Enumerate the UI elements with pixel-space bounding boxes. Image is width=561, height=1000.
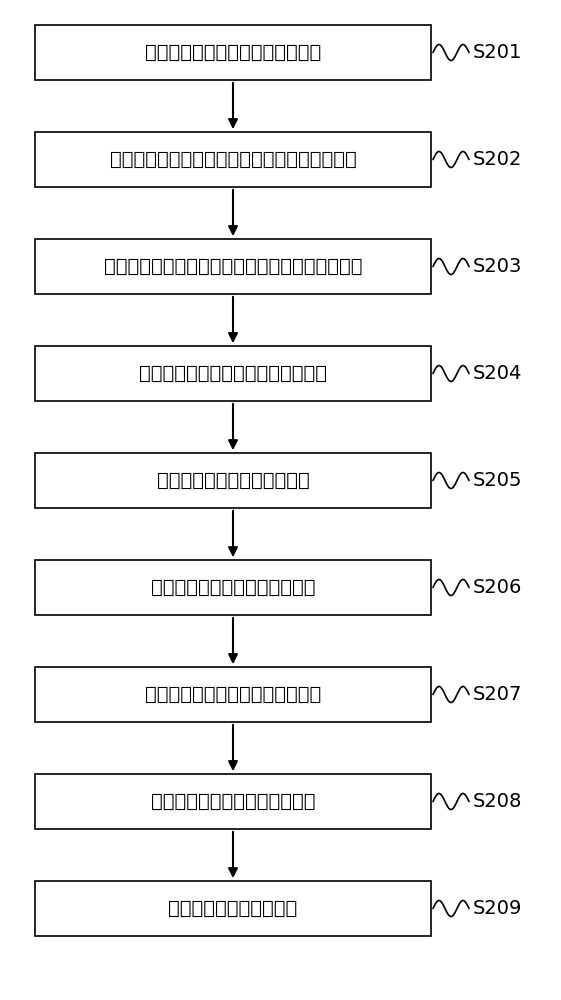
Text: 根据客户端的查询请求向客户端发送充电桩信息: 根据客户端的查询请求向客户端发送充电桩信息 (109, 150, 356, 169)
Text: S208: S208 (473, 792, 522, 811)
Text: 根据客户端的充电请求向充电桩平台发送充电信息: 根据客户端的充电请求向充电桩平台发送充电信息 (104, 257, 362, 276)
Bar (35, 881, 431, 936)
Text: 将充电过程数据发送到客户端: 将充电过程数据发送到客户端 (157, 471, 309, 490)
Text: 将停止充电请求发送到充电桩平台: 将停止充电请求发送到充电桩平台 (145, 685, 321, 704)
Bar (35, 132, 431, 187)
Text: S202: S202 (473, 150, 522, 169)
Bar (35, 346, 431, 401)
Text: S207: S207 (473, 685, 522, 704)
Text: 将充电订单发送到客户端: 将充电订单发送到客户端 (168, 899, 298, 918)
Text: S204: S204 (473, 364, 522, 383)
Text: 获取充电桩平台发送的充电订单: 获取充电桩平台发送的充电订单 (151, 792, 315, 811)
Bar (35, 774, 431, 829)
Bar (35, 453, 431, 508)
Bar (35, 239, 431, 294)
Text: S205: S205 (473, 471, 522, 490)
Text: 获取客户端发送的停止充电请求: 获取客户端发送的停止充电请求 (151, 578, 315, 597)
Bar (35, 667, 431, 722)
Text: S201: S201 (473, 43, 522, 62)
Bar (35, 560, 431, 615)
Text: S203: S203 (473, 257, 522, 276)
Text: S209: S209 (473, 899, 522, 918)
Text: 获取充电桩平台发送的充电过程数据: 获取充电桩平台发送的充电过程数据 (139, 364, 327, 383)
Text: S206: S206 (473, 578, 522, 597)
Text: 获取多个充电桩平台的充电桩数据: 获取多个充电桩平台的充电桩数据 (145, 43, 321, 62)
Bar (35, 25, 431, 80)
